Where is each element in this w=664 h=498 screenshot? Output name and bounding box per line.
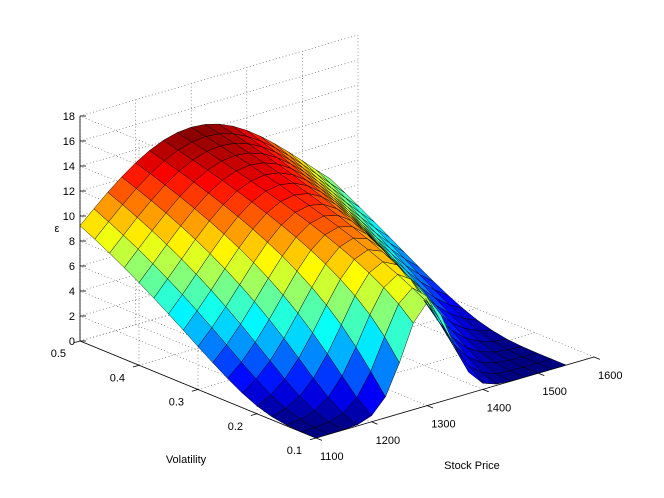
z-axis-label: ε [55,223,60,235]
x-tick-label: 1300 [431,419,455,431]
y-tick-mark [191,389,199,392]
z-tick-label: 16 [63,136,75,148]
y-tick-label: 0.3 [169,397,184,409]
z-tick-label: 14 [63,161,75,173]
x-tick-mark [593,356,601,360]
y-axis-label: Volatility [166,454,207,466]
z-tick-label: 0 [69,336,75,348]
x-tick-mark [482,389,489,393]
tick-layer: 1100 1200 1300 1400 1500 1600 0.1 0.2 0.3 0.4 0.50… [51,111,623,463]
surface-layer [79,123,567,439]
back-wall-gridline-z [79,209,359,292]
y-tick-label: 0.2 [228,421,243,433]
z-tick-label: 18 [63,111,75,123]
z-tick-label: 6 [69,261,75,273]
x-tick-mark [371,421,378,425]
z-tick-label: 10 [63,211,75,223]
x-tick-mark [538,372,545,376]
x-tick-mark [427,405,434,409]
x-tick-mark [315,437,323,441]
z-tick-label: 8 [69,236,75,248]
x-tick-label: 1100 [320,451,344,463]
z-tick-label: 2 [69,311,75,323]
floor-gridline-y [138,284,418,366]
x-tick-label: 1600 [598,370,622,382]
back-wall-gridline-z [79,59,359,142]
y-tick-mark [132,364,140,368]
z-tick-label: 12 [63,186,75,198]
x-tick-label: 1200 [376,435,400,447]
back-wall-gridline-z [79,34,359,117]
y-tick-label: 0.5 [51,348,66,360]
back-wall-gridline-z [79,234,359,317]
x-tick-label: 1500 [542,386,566,398]
back-wall-gridline-z [79,84,359,167]
x-axis-label: Stock Price [444,460,500,472]
y-tick-label: 0.1 [287,445,302,457]
y-tick-mark [309,437,317,441]
x-tick-label: 1400 [487,402,511,414]
surface-cell [537,358,567,370]
y-tick-label: 0.4 [110,372,125,384]
z-tick-label: 4 [69,286,75,298]
back-wall-gridline-z [79,259,359,342]
y-tick-mark [250,413,258,416]
y-tick-mark [73,340,81,344]
